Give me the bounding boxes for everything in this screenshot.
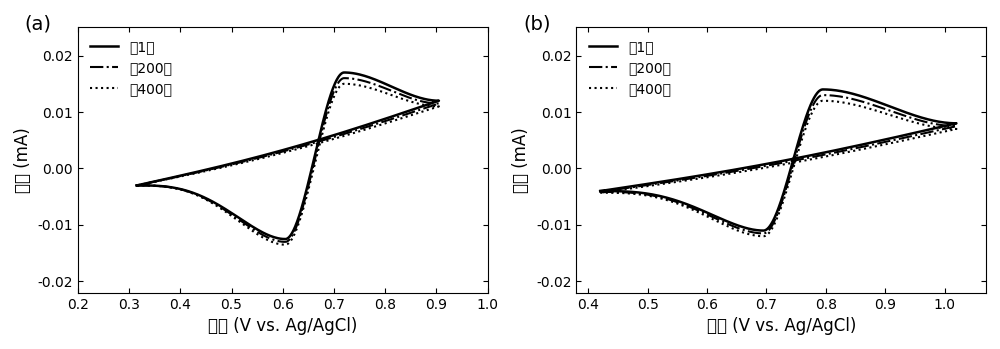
第400周 [315, 136, 327, 140]
第400周 [757, 234, 769, 238]
Line: 第400周: 第400周 [600, 101, 956, 236]
第400周 [594, 191, 606, 195]
Legend: 第1周, 第200周, 第400周: 第1周, 第200周, 第400周 [85, 34, 178, 101]
第200周 [315, 131, 327, 135]
第1周 [131, 183, 143, 187]
第1周 [849, 92, 861, 97]
第200周 [131, 183, 143, 187]
第400周 [405, 100, 417, 104]
第400周 [131, 183, 143, 187]
Line: 第200周: 第200周 [600, 95, 956, 233]
第400周 [817, 99, 829, 103]
第200周 [594, 190, 606, 194]
第1周 [338, 70, 350, 75]
第400周 [198, 170, 210, 174]
第1周 [227, 212, 239, 216]
第1周 [899, 110, 911, 114]
第1周 [817, 87, 829, 91]
第200周 [198, 169, 210, 173]
第200周 [189, 192, 201, 196]
第400周 [189, 192, 201, 196]
Text: (b): (b) [523, 14, 551, 33]
第200周 [769, 218, 781, 223]
第400周 [227, 215, 239, 219]
第1周 [594, 189, 606, 193]
第200周 [712, 217, 724, 222]
第400周 [769, 222, 781, 226]
第400周 [712, 220, 724, 224]
第1周 [594, 189, 606, 193]
第200周 [594, 190, 606, 194]
第400周 [750, 167, 762, 171]
第200周 [279, 240, 291, 244]
第200周 [732, 169, 744, 173]
第200周 [750, 165, 762, 170]
第1周 [315, 126, 327, 131]
第200周 [131, 183, 143, 187]
第1周 [712, 215, 724, 220]
Line: 第200周: 第200周 [137, 78, 439, 242]
第1周 [349, 72, 361, 76]
Line: 第1周: 第1周 [600, 89, 956, 231]
第200周 [405, 96, 417, 101]
第200周 [899, 114, 911, 118]
第200周 [338, 76, 350, 80]
第200周 [757, 231, 769, 236]
Y-axis label: 电流 (mA): 电流 (mA) [512, 127, 530, 193]
第400周 [732, 170, 744, 174]
第1周 [189, 192, 201, 196]
第200周 [227, 213, 239, 217]
第1周 [198, 168, 210, 172]
第1周 [405, 93, 417, 97]
Line: 第400周: 第400周 [137, 84, 439, 245]
第200周 [349, 77, 361, 81]
第400周 [349, 82, 361, 87]
第400周 [131, 183, 143, 187]
第1周 [131, 183, 143, 187]
Line: 第1周: 第1周 [137, 73, 439, 239]
X-axis label: 电势 (V vs. Ag/AgCl): 电势 (V vs. Ag/AgCl) [707, 317, 856, 335]
第1周 [769, 215, 781, 220]
第200周 [817, 93, 829, 97]
第400周 [849, 103, 861, 107]
第400周 [594, 191, 606, 195]
第400周 [279, 243, 291, 247]
Legend: 第1周, 第200周, 第400周: 第1周, 第200周, 第400周 [583, 34, 676, 101]
第1周 [750, 164, 762, 168]
第1周 [757, 229, 769, 233]
第200周 [849, 98, 861, 102]
第400周 [338, 82, 350, 86]
第1周 [732, 167, 744, 171]
Text: (a): (a) [25, 14, 52, 33]
X-axis label: 电势 (V vs. Ag/AgCl): 电势 (V vs. Ag/AgCl) [208, 317, 357, 335]
第400周 [899, 118, 911, 122]
Y-axis label: 电流 (mA): 电流 (mA) [14, 127, 32, 193]
第1周 [279, 237, 291, 241]
